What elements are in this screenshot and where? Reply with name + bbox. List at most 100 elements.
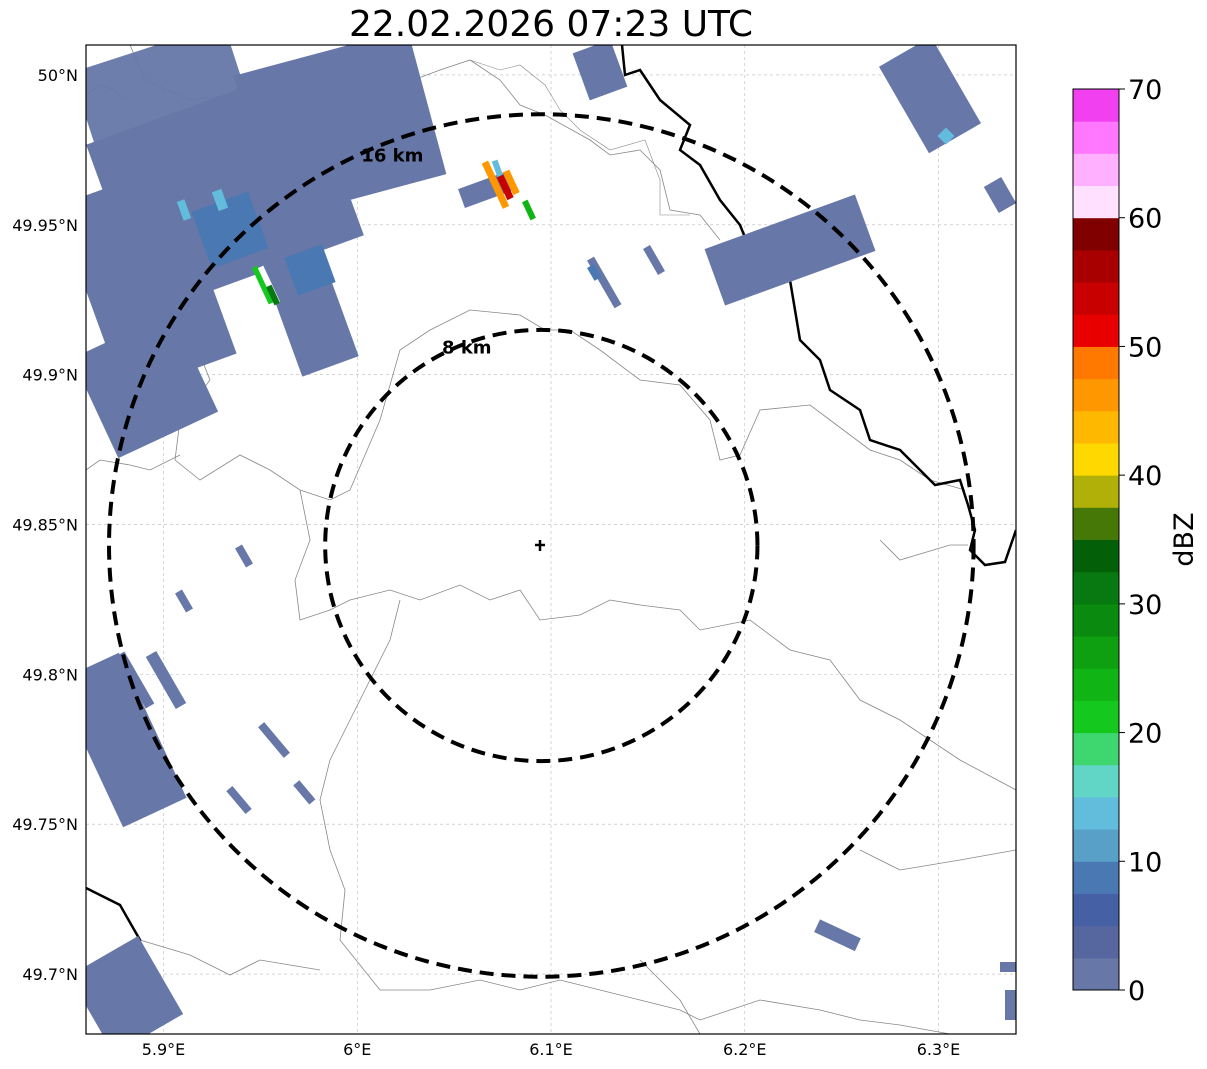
lon-tick-label: 5.9°E xyxy=(142,1040,186,1059)
colorbar: 0 10 20 30 40 50 60 70 dBZ xyxy=(1072,75,1200,1007)
radar-echo-cell xyxy=(176,199,192,221)
radar-echo-cell xyxy=(235,544,253,568)
radar-echo-cell xyxy=(86,652,187,828)
colorbar-segment xyxy=(1073,282,1119,315)
radar-echo-cell xyxy=(233,45,447,221)
lat-tick-label: 49.9°N xyxy=(22,366,78,385)
radar-echo-cell xyxy=(266,284,280,306)
gridlines xyxy=(86,45,1016,1034)
colorbar-tick-label: 60 xyxy=(1128,204,1162,235)
radar-echo-cell xyxy=(1000,962,1016,972)
colorbar-segment xyxy=(1073,636,1119,669)
radar-site-marker xyxy=(535,540,545,551)
colorbar-segment xyxy=(1073,346,1119,380)
radar-echo-cell xyxy=(258,722,290,758)
thin-border-line xyxy=(86,454,181,471)
colorbar-frame xyxy=(1072,88,1120,991)
colorbar-tick-label: 10 xyxy=(1128,847,1162,878)
radar-echo-cell xyxy=(86,936,184,1034)
radar-echo-cell xyxy=(814,919,861,952)
range-ring-16km xyxy=(107,112,976,979)
thin-border-line xyxy=(139,939,321,976)
colorbar-segment xyxy=(1073,539,1119,573)
radar-echo-cell xyxy=(572,45,628,101)
radar-echo-cell xyxy=(587,256,622,309)
colorbar-segment xyxy=(1073,796,1119,830)
thin-border-line xyxy=(294,489,1016,791)
radar-echo-cell xyxy=(1005,990,1016,1020)
radar-echo-cell xyxy=(191,191,269,269)
radar-echo-cell xyxy=(522,199,536,221)
radar-echo-cell xyxy=(211,188,229,212)
radar-echo-cell xyxy=(86,311,219,459)
colorbar-segment xyxy=(1073,249,1119,283)
colorbar-tick-label: 0 xyxy=(1128,976,1145,1007)
radar-echo-cell xyxy=(937,127,955,145)
radar-echo-cell xyxy=(502,169,520,196)
colorbar-segment xyxy=(1073,89,1119,122)
colorbar-segment xyxy=(1073,410,1119,444)
lat-tick-label: 49.75°N xyxy=(12,815,78,834)
lon-tick-label: 6.1°E xyxy=(529,1040,573,1059)
radar-echo-cell xyxy=(983,177,1016,213)
colorbar-segment xyxy=(1073,314,1119,347)
map-frame xyxy=(85,44,1017,1035)
colorbar-segment xyxy=(1073,603,1119,637)
thin-border-line xyxy=(469,59,690,216)
lon-tick-label: 6.2°E xyxy=(723,1040,767,1059)
thin-border-line xyxy=(879,539,968,561)
colorbar-segment xyxy=(1073,153,1119,187)
axis-ticks: 5.9°E 6°E 6.1°E 6.2°E 6.3°E 50°N 49.95°N 49.9°N… xyxy=(12,66,960,1059)
colorbar-segment xyxy=(1073,668,1119,701)
colorbar-segment xyxy=(1073,764,1119,798)
radar-echo-cell xyxy=(175,589,193,613)
range-ring-label: 8 km xyxy=(442,338,492,359)
colorbar-tick-label: 30 xyxy=(1128,590,1162,621)
radar-echo-cell xyxy=(496,174,514,201)
thin-border-line xyxy=(859,849,1016,871)
colorbar-segment xyxy=(1073,571,1119,605)
lon-tick-label: 6°E xyxy=(343,1040,371,1059)
lat-tick-label: 49.95°N xyxy=(12,216,78,235)
radar-echo-cell xyxy=(587,263,602,281)
colorbar-tick-label: 20 xyxy=(1128,719,1162,750)
range-rings: 8 km 16 km xyxy=(107,112,976,979)
colorbar-segment xyxy=(1073,700,1119,734)
colorbar-segment xyxy=(1073,925,1119,959)
colorbar-segment xyxy=(1073,957,1119,991)
radar-echo-cell xyxy=(284,244,336,296)
radar-echo-cell xyxy=(643,245,665,275)
lat-tick-label: 49.8°N xyxy=(22,665,78,684)
radar-echo-cell xyxy=(145,651,187,709)
radar-echo-cell xyxy=(251,265,275,305)
colorbar-label: dBZ xyxy=(1169,512,1200,566)
radar-echo-cell xyxy=(879,45,981,154)
colorbar-tick-label: 50 xyxy=(1128,332,1162,363)
lat-tick-label: 49.7°N xyxy=(22,965,78,984)
colorbar-tick-label: 70 xyxy=(1128,75,1162,106)
lon-tick-label: 6.3°E xyxy=(917,1040,961,1059)
radar-echo-cell xyxy=(704,194,876,306)
colorbar-segment xyxy=(1073,732,1119,766)
colorbar-segment xyxy=(1073,121,1119,154)
colorbar-segment xyxy=(1073,861,1119,894)
radar-echo-cell xyxy=(293,780,316,805)
thin-border-line xyxy=(639,959,701,1034)
range-ring-label: 16 km xyxy=(361,146,423,167)
colorbar-segment xyxy=(1073,217,1119,251)
colorbar-segment xyxy=(1073,475,1119,508)
colorbar-segment xyxy=(1073,378,1119,412)
radar-echo-cell xyxy=(86,165,237,395)
colorbar-tick-label: 40 xyxy=(1128,461,1162,492)
map-title: 22.02.2026 07:23 UTC xyxy=(348,4,754,45)
colorbar-segment xyxy=(1073,507,1119,540)
colorbar-segment xyxy=(1073,442,1119,476)
thin-border-line xyxy=(319,599,951,1034)
range-ring-8km xyxy=(323,327,760,764)
colorbar-segment xyxy=(1073,893,1119,927)
radar-echo-cell xyxy=(261,243,359,377)
lat-tick-label: 50°N xyxy=(38,66,78,85)
radar-echo-cell xyxy=(226,785,252,815)
colorbar-segment xyxy=(1073,185,1119,219)
